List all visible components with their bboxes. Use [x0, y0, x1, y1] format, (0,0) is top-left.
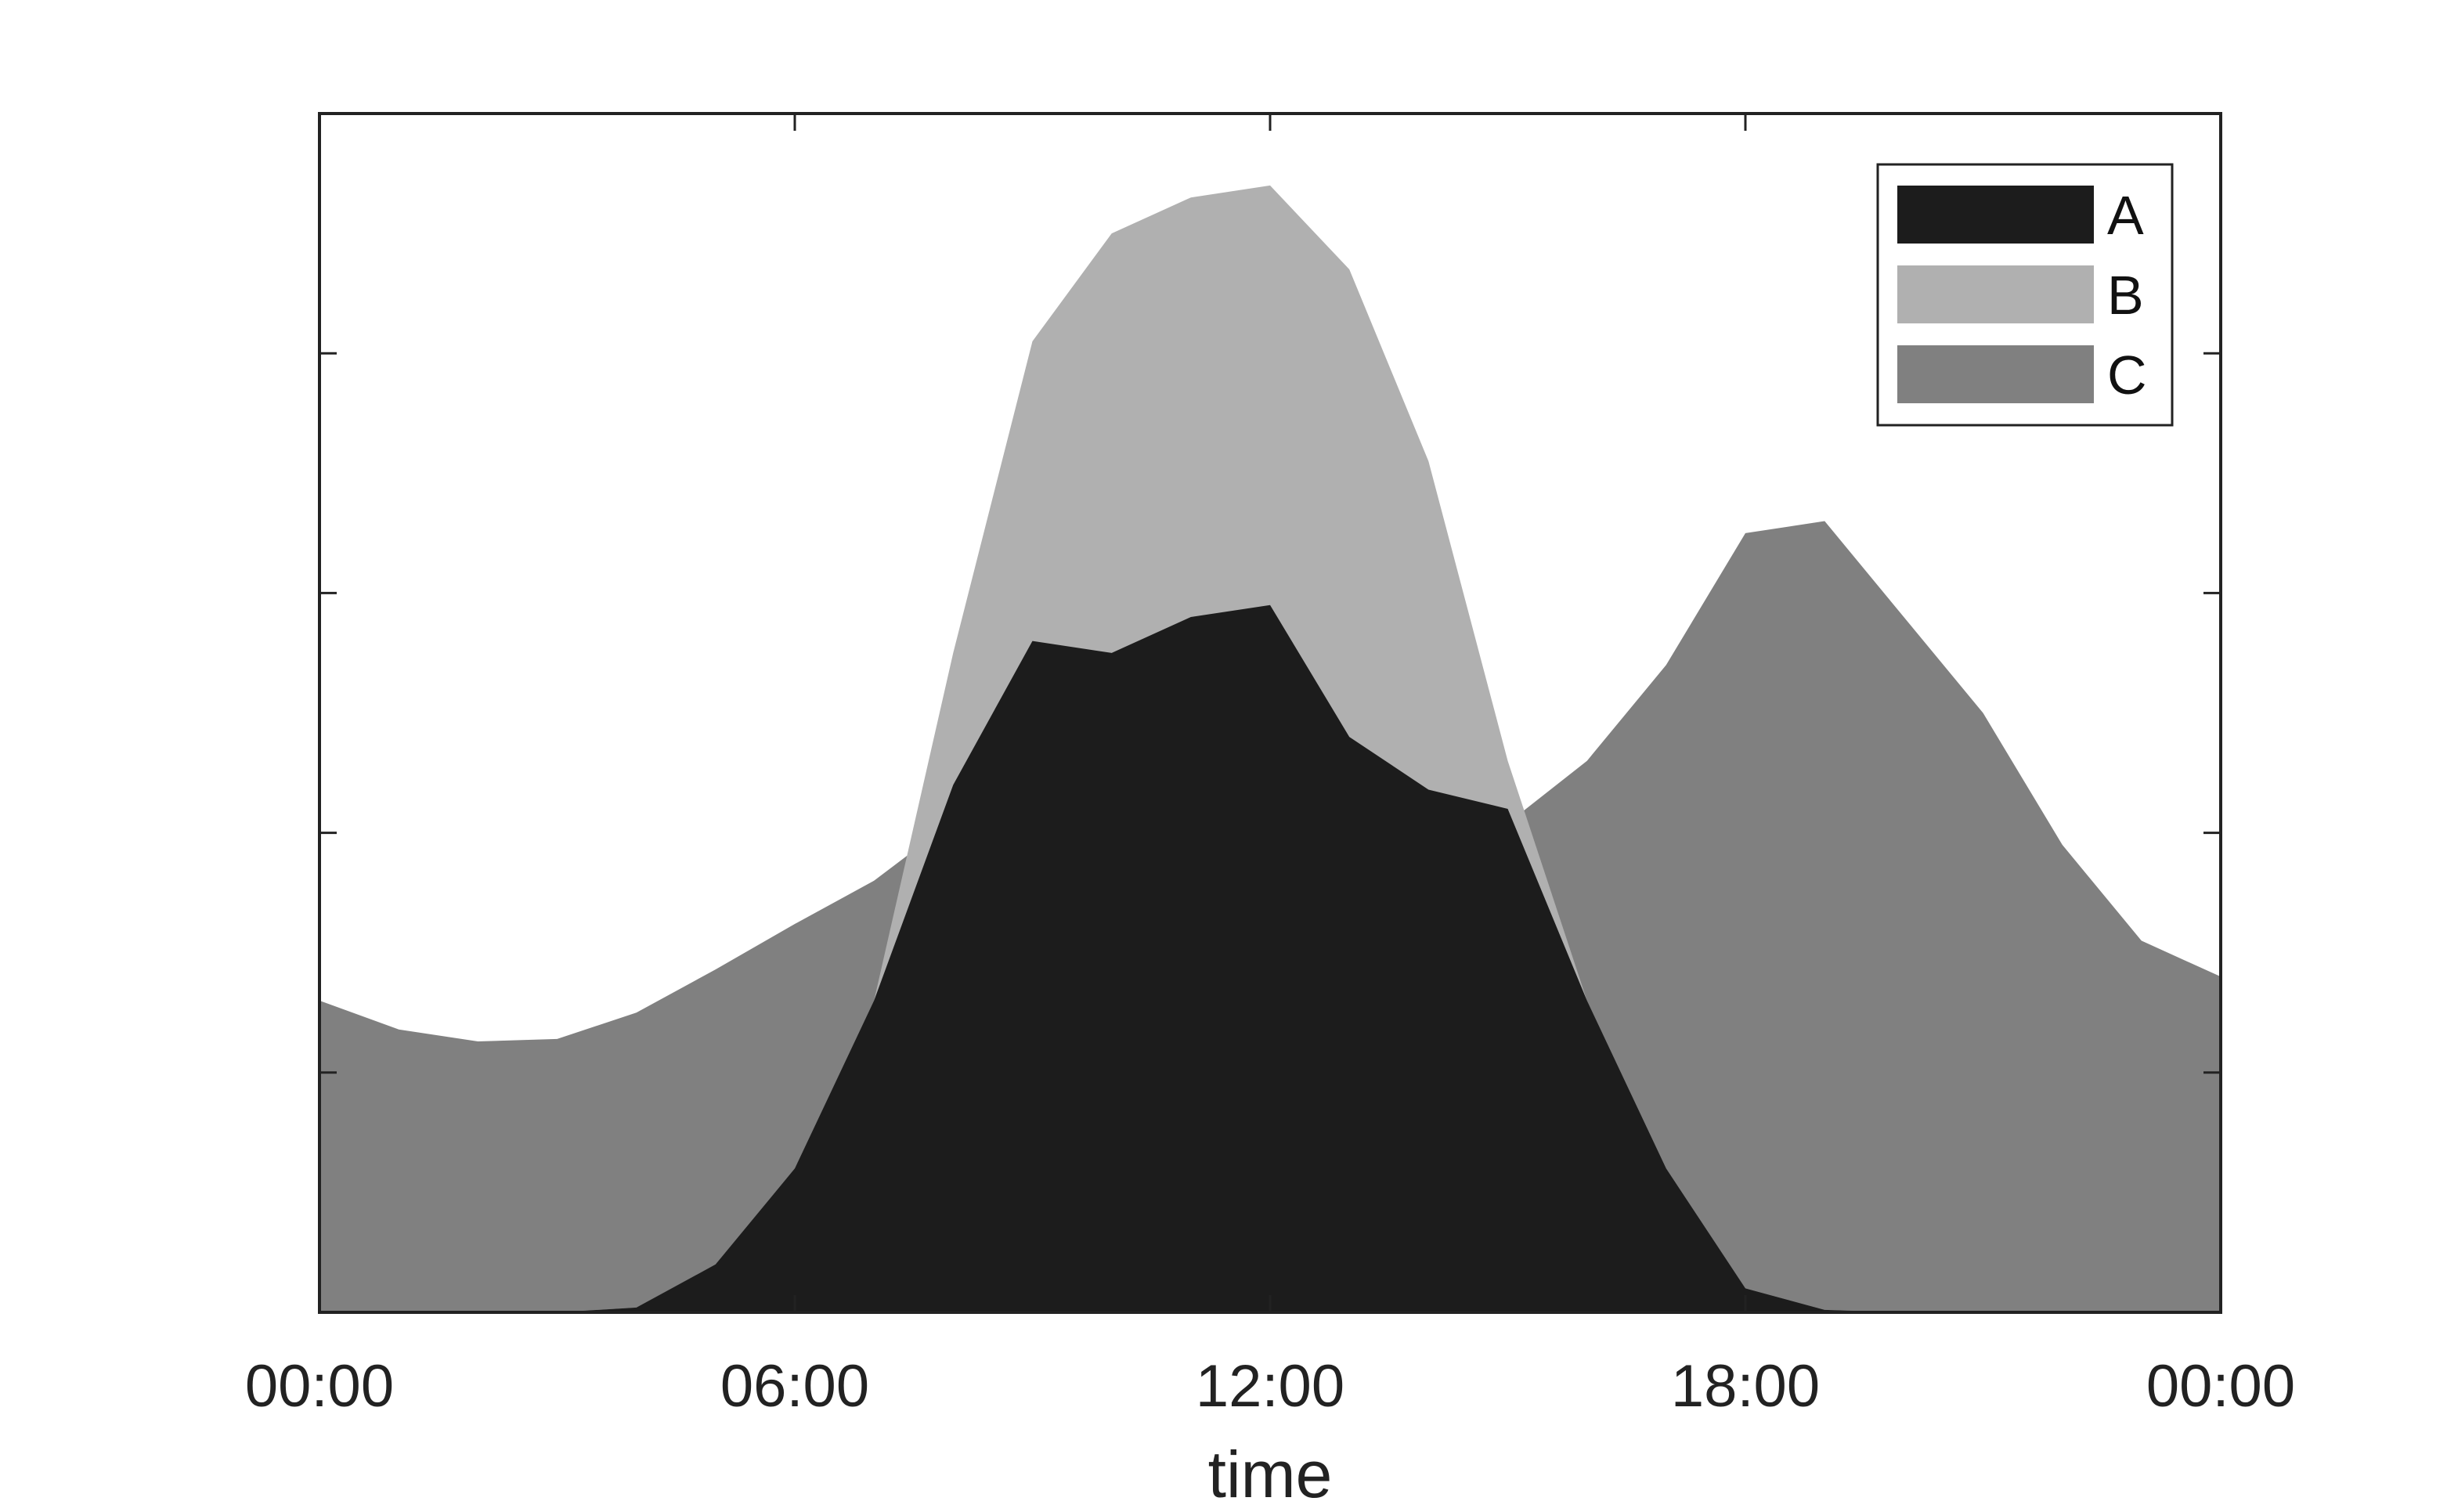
legend-label-b: B: [2107, 265, 2144, 326]
legend: ABC: [1876, 163, 2174, 427]
x-tick-label: 06:00: [720, 1353, 869, 1420]
legend-label-a: A: [2107, 185, 2144, 246]
x-tick-label: 18:00: [1671, 1353, 1820, 1420]
tick-marks: [318, 114, 2222, 1312]
x-axis-label: time: [1208, 1438, 1333, 1511]
legend-swatch-b: [1897, 265, 2094, 323]
area-series-a: [319, 604, 2221, 1312]
x-tick-labels: 00:00 06:00 12:00 18:00 00:00: [245, 1353, 2295, 1420]
legend-label-c: C: [2107, 345, 2147, 406]
area-series-group: [319, 185, 2221, 1312]
x-tick-label: 00:00: [245, 1353, 394, 1420]
legend-swatch-a: [1897, 186, 2094, 244]
x-tick-label: 00:00: [2146, 1353, 2295, 1420]
x-tick-label: 12:00: [1196, 1353, 1344, 1420]
legend-swatch-c: [1897, 345, 2094, 403]
